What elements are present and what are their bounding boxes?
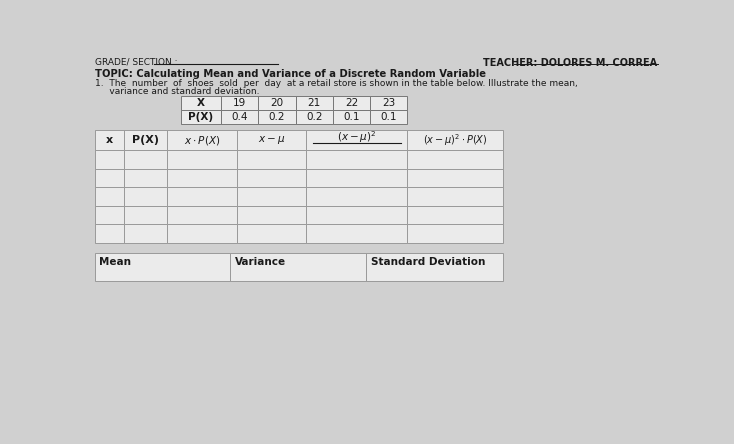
Text: $(x - \mu)^2$: $(x - \mu)^2$ — [337, 129, 377, 145]
Text: P(X): P(X) — [132, 135, 159, 145]
Bar — [296, 110, 333, 124]
Bar — [95, 130, 124, 151]
Bar — [407, 224, 503, 243]
Bar — [167, 224, 236, 243]
Bar — [124, 224, 167, 243]
Bar — [236, 206, 306, 224]
Bar — [236, 130, 306, 151]
Text: $x - \mu$: $x - \mu$ — [258, 134, 286, 146]
Text: Mean: Mean — [100, 258, 131, 267]
Text: X: X — [197, 98, 205, 108]
Text: Standard Deviation: Standard Deviation — [371, 258, 485, 267]
Bar — [95, 254, 230, 281]
Text: TEACHER: DOLORES M. CORREA: TEACHER: DOLORES M. CORREA — [484, 58, 658, 68]
Text: $x \cdot P(X)$: $x \cdot P(X)$ — [184, 134, 220, 147]
Text: 23: 23 — [382, 98, 395, 108]
Bar — [221, 110, 258, 124]
Bar — [124, 151, 167, 169]
Bar — [181, 96, 221, 110]
Text: 20: 20 — [270, 98, 283, 108]
Text: 19: 19 — [233, 98, 247, 108]
Text: P(X): P(X) — [189, 112, 214, 122]
Bar — [124, 187, 167, 206]
Bar — [124, 130, 167, 151]
Bar — [124, 206, 167, 224]
Bar — [407, 187, 503, 206]
Text: 0.2: 0.2 — [306, 112, 322, 122]
Bar — [95, 187, 124, 206]
Text: variance and standard deviation.: variance and standard deviation. — [95, 87, 259, 96]
Bar — [333, 110, 370, 124]
Text: 0.1: 0.1 — [380, 112, 397, 122]
Text: 22: 22 — [345, 98, 358, 108]
Text: 0.1: 0.1 — [343, 112, 360, 122]
Bar — [167, 206, 236, 224]
Bar — [95, 206, 124, 224]
Bar — [306, 187, 407, 206]
Text: 1.  The  number  of  shoes  sold  per  day  at a retail store is shown in the ta: 1. The number of shoes sold per day at a… — [95, 79, 578, 88]
Text: GRADE/ SECTION :: GRADE/ SECTION : — [95, 58, 178, 67]
Bar — [407, 130, 503, 151]
Bar — [95, 151, 124, 169]
Text: Variance: Variance — [235, 258, 286, 267]
Bar — [370, 110, 407, 124]
Bar — [236, 151, 306, 169]
Text: x: x — [106, 135, 113, 145]
Text: 0.2: 0.2 — [269, 112, 286, 122]
Text: $(x - \mu)^2 \cdot P(X)$: $(x - \mu)^2 \cdot P(X)$ — [423, 132, 487, 148]
Bar — [221, 96, 258, 110]
Bar — [236, 169, 306, 187]
Text: TOPIC: Calculating Mean and Variance of a Discrete Random Variable: TOPIC: Calculating Mean and Variance of … — [95, 69, 486, 79]
Bar — [370, 96, 407, 110]
Bar — [306, 130, 407, 151]
Bar — [236, 224, 306, 243]
Bar — [167, 187, 236, 206]
Bar — [258, 96, 296, 110]
Bar — [306, 169, 407, 187]
Bar — [236, 187, 306, 206]
Bar — [407, 169, 503, 187]
Bar — [167, 169, 236, 187]
Text: 0.4: 0.4 — [231, 112, 248, 122]
Bar — [306, 151, 407, 169]
Bar — [230, 254, 366, 281]
Bar — [167, 130, 236, 151]
Bar — [167, 151, 236, 169]
Bar — [366, 254, 503, 281]
Bar — [306, 206, 407, 224]
Bar — [181, 110, 221, 124]
Bar — [95, 169, 124, 187]
Bar — [306, 224, 407, 243]
Bar — [296, 96, 333, 110]
Text: 21: 21 — [308, 98, 321, 108]
Bar — [124, 169, 167, 187]
Bar — [407, 151, 503, 169]
Bar — [333, 96, 370, 110]
Bar — [407, 206, 503, 224]
Bar — [95, 224, 124, 243]
Bar — [258, 110, 296, 124]
